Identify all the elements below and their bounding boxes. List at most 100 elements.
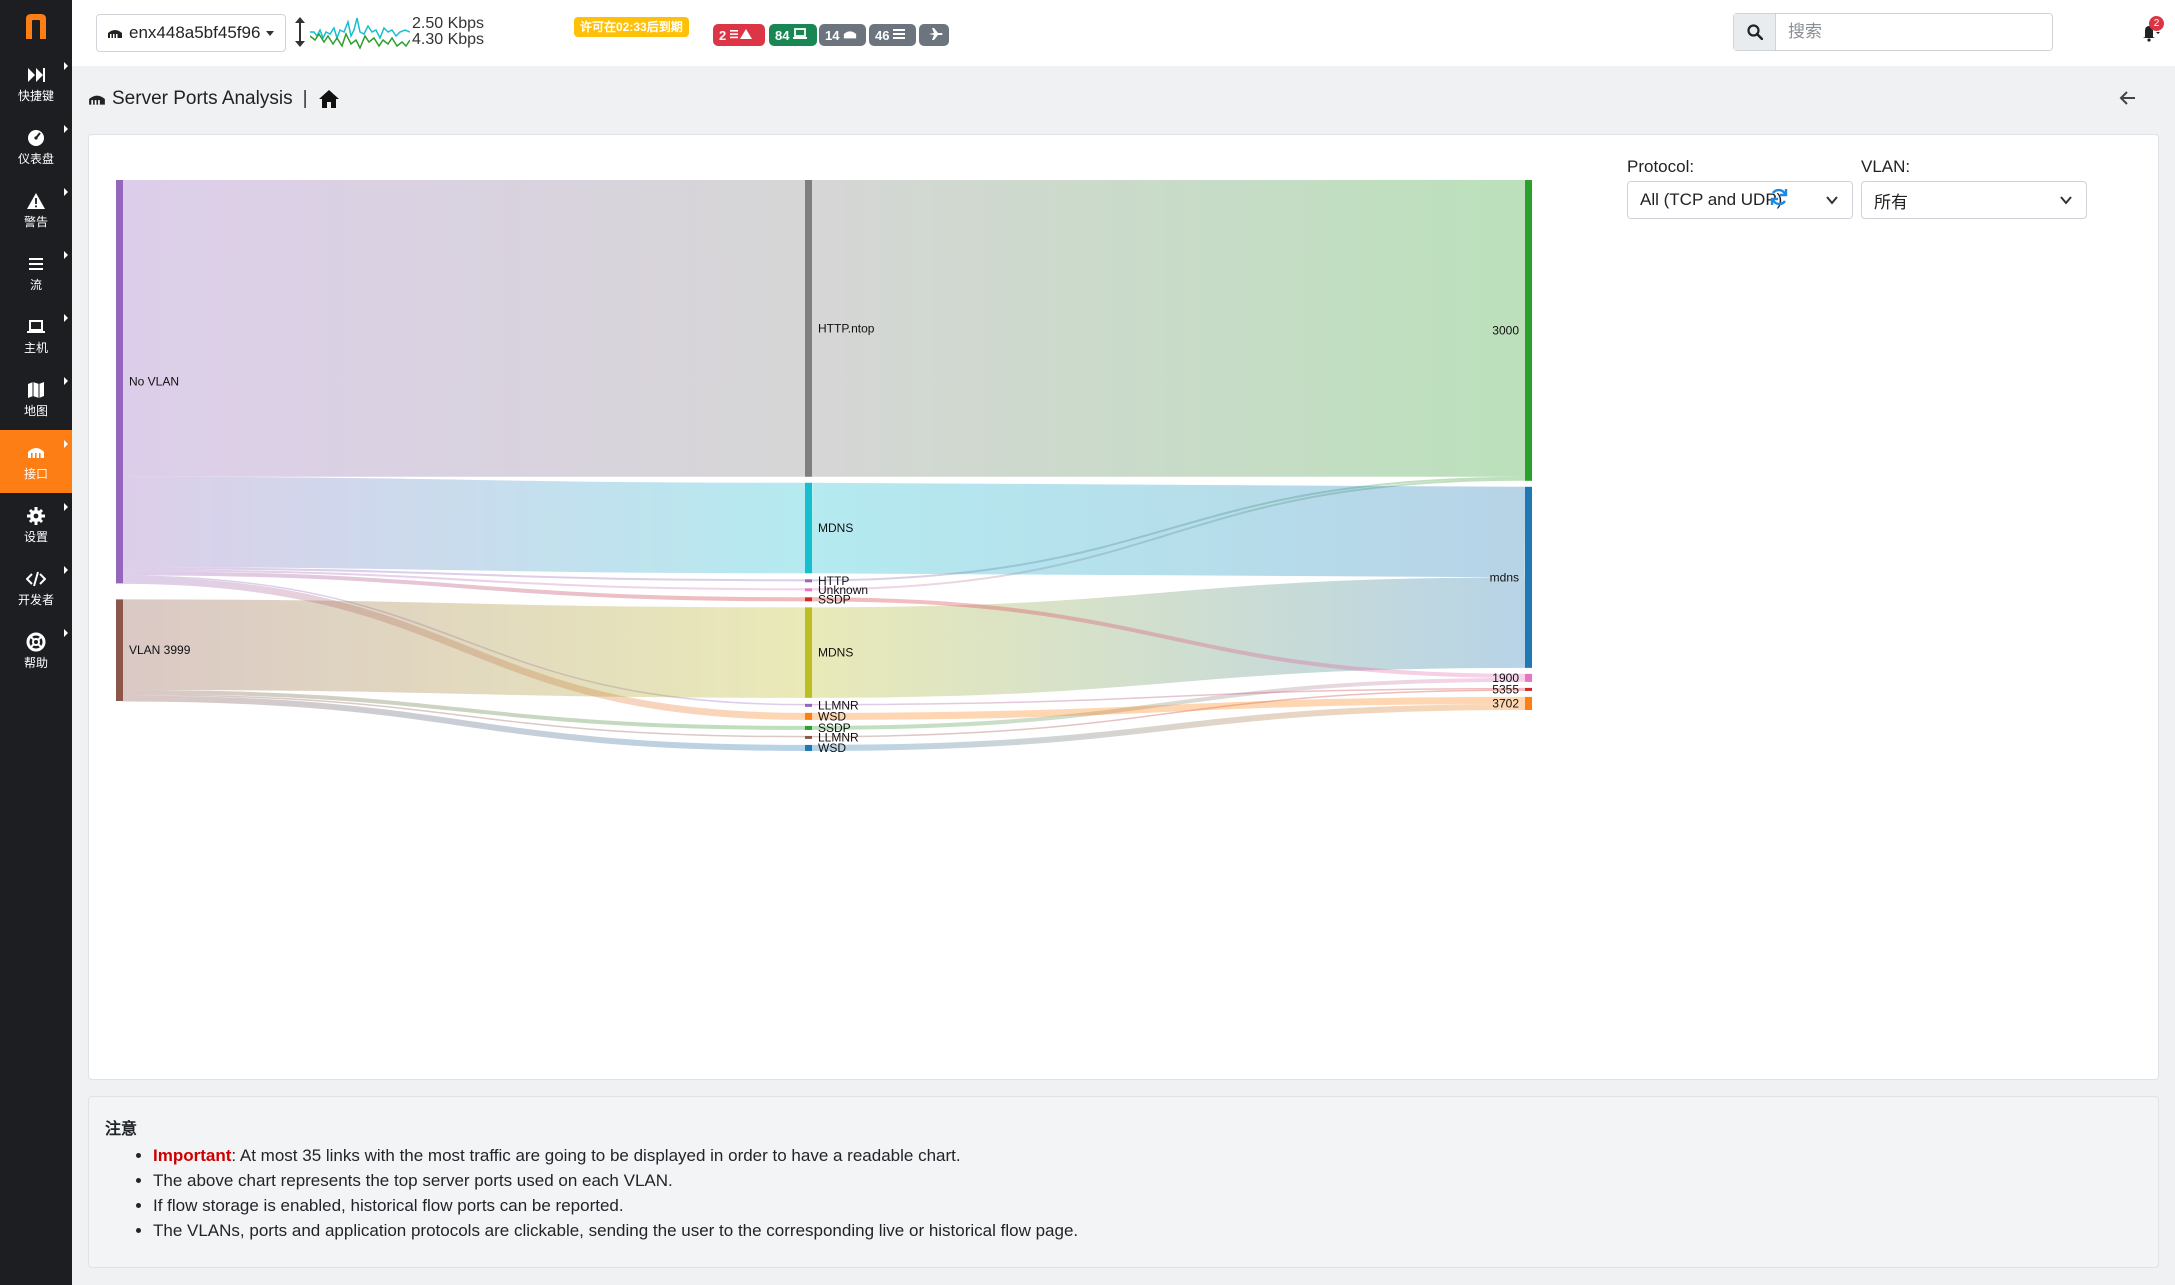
sidebar-item-5[interactable]: 地图 <box>0 367 72 430</box>
sidebar-item-8[interactable]: 开发者 <box>0 556 72 619</box>
sankey-node-label[interactable]: WSD <box>818 741 846 755</box>
chart-card: Protocol: All (TCP and UDP) VLAN: 所有 No … <box>88 134 2159 1080</box>
sidebar-item-9[interactable]: 帮助 <box>0 619 72 682</box>
sankey-link[interactable] <box>122 689 806 730</box>
sankey-link[interactable] <box>122 693 806 738</box>
sidebar-item-3[interactable]: 流 <box>0 241 72 304</box>
sankey-node[interactable] <box>1525 486 1532 668</box>
sidebar-item-7[interactable]: 设置 <box>0 493 72 556</box>
sankey-link[interactable] <box>811 597 1526 678</box>
sidebar-item-label: 流 <box>29 277 42 292</box>
sankey-link[interactable] <box>122 695 806 751</box>
sankey-node[interactable] <box>1525 696 1532 710</box>
status-badge-3[interactable]: 46 <box>869 24 916 46</box>
sankey-link[interactable] <box>122 569 806 591</box>
sankey-link[interactable] <box>811 687 1526 706</box>
sankey-node-label[interactable]: 3000 <box>1492 323 1519 337</box>
ntopng-logo[interactable] <box>0 0 72 52</box>
back-arrow-icon[interactable] <box>2119 90 2137 106</box>
sidebar-item-4[interactable]: 主机 <box>0 304 72 367</box>
sankey-link[interactable] <box>122 571 806 602</box>
sankey-node-label[interactable]: MDNS <box>818 646 853 660</box>
sankey-link[interactable] <box>811 482 1526 578</box>
note-item: Important: At most 35 links with the mos… <box>153 1143 2142 1168</box>
status-badge-1[interactable]: 84 <box>769 24 817 46</box>
sankey-node[interactable] <box>116 180 123 584</box>
note-item: The VLANs, ports and application protoco… <box>153 1218 2142 1243</box>
chevron-down-icon <box>1826 196 1838 205</box>
sidebar-item-0[interactable]: 快捷键 <box>0 52 72 115</box>
chevron-down-icon <box>2060 196 2072 205</box>
sankey-node[interactable] <box>805 703 812 707</box>
sidebar-item-1[interactable]: 仪表盘 <box>0 115 72 178</box>
sidebar-item-label: 地图 <box>23 403 48 418</box>
sidebar-item-label: 开发者 <box>17 592 54 607</box>
interface-icon <box>89 95 105 105</box>
sankey-node[interactable] <box>805 588 812 592</box>
sankey-node[interactable] <box>805 597 812 602</box>
sankey-link[interactable] <box>122 567 806 582</box>
sankey-node[interactable] <box>805 482 812 574</box>
sankey-link[interactable] <box>122 599 806 698</box>
sankey-link[interactable] <box>811 677 1526 730</box>
sankey-node-label[interactable]: LLMNR <box>818 730 859 744</box>
home-icon[interactable] <box>318 89 340 109</box>
vlan-value: 所有 <box>1874 192 1908 212</box>
badge-count: 14 <box>825 27 840 43</box>
chevron-down-icon <box>266 30 275 36</box>
sankey-node[interactable] <box>116 599 123 701</box>
sankey-node-label[interactable]: HTTP.ntop <box>818 321 875 335</box>
lifebuoy-icon <box>26 632 46 652</box>
status-badge-2[interactable]: 14 <box>819 24 866 46</box>
interface-selector[interactable]: enx448a5bf45f96 <box>96 14 286 52</box>
sankey-node-label[interactable]: 1900 <box>1492 671 1519 685</box>
sankey-node-label[interactable]: 3702 <box>1492 696 1519 710</box>
sankey-node-label[interactable]: SSDP <box>818 721 851 735</box>
sankey-link[interactable] <box>811 696 1526 720</box>
sidebar-item-2[interactable]: 警告 <box>0 178 72 241</box>
sankey-node-label[interactable]: VLAN 3999 <box>129 643 191 657</box>
protocol-select[interactable]: All (TCP and UDP) <box>1627 181 1853 219</box>
interface-icon <box>26 443 46 463</box>
sankey-node-label[interactable]: mdns <box>1490 570 1519 584</box>
caret-right-icon <box>64 440 68 448</box>
status-badge-4[interactable] <box>919 24 949 46</box>
sankey-node[interactable] <box>805 725 812 730</box>
sankey-node[interactable] <box>805 579 812 583</box>
sankey-node-label[interactable]: SSDP <box>818 592 851 606</box>
caret-right-icon <box>64 251 68 259</box>
refresh-icon[interactable] <box>1769 187 1789 207</box>
sankey-node-label[interactable]: HTTP <box>818 574 849 588</box>
sankey-node[interactable] <box>805 180 812 477</box>
sankey-link[interactable] <box>122 476 806 574</box>
sidebar-item-6[interactable]: 接口 <box>0 430 72 493</box>
search-button[interactable] <box>1734 14 1776 50</box>
sankey-node[interactable] <box>805 735 812 739</box>
breadcrumb: Server Ports Analysis | <box>88 72 2159 126</box>
license-badge[interactable]: 许可在02:33后到期 <box>574 17 689 37</box>
sankey-chart: No VLAN VLAN 3999 HTTP.ntop MDNS HTTPUnknown… <box>116 179 1532 755</box>
sankey-node[interactable] <box>1525 673 1532 682</box>
vlan-select[interactable]: 所有 <box>1861 181 2087 219</box>
search-input[interactable] <box>1776 14 2052 50</box>
sankey-node[interactable] <box>1525 180 1532 481</box>
sankey-node[interactable] <box>805 712 812 720</box>
sankey-node-label[interactable]: 5355 <box>1492 682 1519 696</box>
gauge-icon <box>26 128 46 148</box>
sankey-node-label[interactable]: Unknown <box>818 583 868 597</box>
sankey-link[interactable] <box>811 703 1526 751</box>
sankey-link[interactable] <box>811 689 1526 738</box>
sankey-node-label[interactable]: No VLAN <box>129 375 179 389</box>
interface-icon <box>108 30 122 38</box>
status-badge-0[interactable]: 2 <box>713 24 765 46</box>
sankey-node[interactable] <box>805 607 812 698</box>
sankey-node[interactable] <box>1525 687 1532 691</box>
page-title: Server Ports Analysis <box>112 88 293 109</box>
sankey-node[interactable] <box>805 744 812 751</box>
sankey-node-label[interactable]: MDNS <box>818 521 853 535</box>
sankey-node-label[interactable]: WSD <box>818 709 846 723</box>
sidebar-item-label: 仪表盘 <box>17 151 54 166</box>
upload-rate: 2.50 Kbps <box>412 15 485 32</box>
sidebar-item-label: 接口 <box>23 466 48 481</box>
sankey-node-label[interactable]: LLMNR <box>818 698 859 712</box>
